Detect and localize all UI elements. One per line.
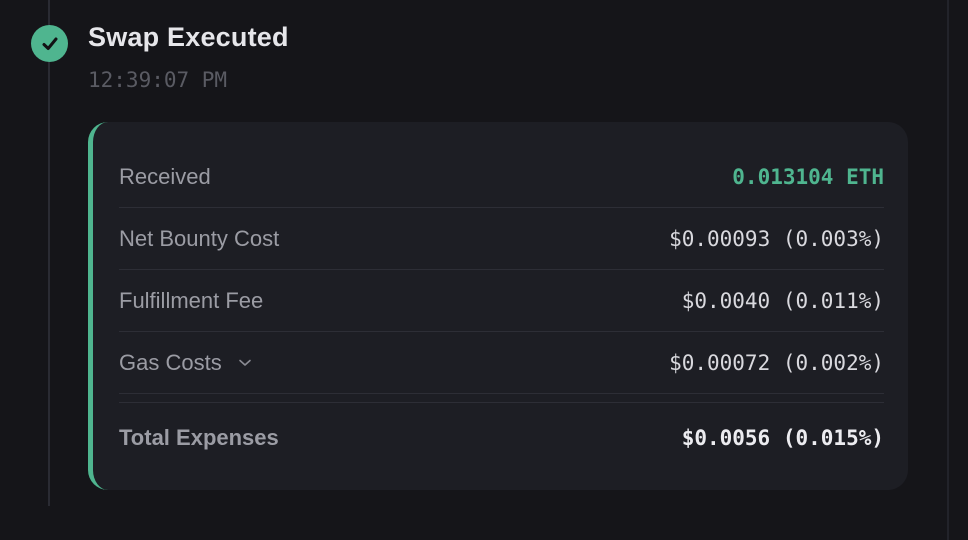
- net-bounty-cost-value: $0.00093 (0.003%): [669, 226, 884, 251]
- timeline-line: [48, 0, 50, 506]
- gas-costs-value: $0.00072 (0.002%): [669, 350, 884, 375]
- swap-details-card: Received 0.013104 ETH Net Bounty Cost $0…: [88, 122, 908, 490]
- total-expenses-row: Total Expenses $0.0056 (0.015%): [119, 406, 884, 470]
- net-bounty-cost-row: Net Bounty Cost $0.00093 (0.003%): [119, 208, 884, 270]
- panel-divider: [947, 0, 949, 540]
- total-expenses-value: $0.0056 (0.015%): [681, 426, 884, 450]
- fulfillment-fee-row: Fulfillment Fee $0.0040 (0.011%): [119, 270, 884, 332]
- fulfillment-fee-label: Fulfillment Fee: [119, 287, 264, 313]
- event-timestamp: 12:39:07 PM: [88, 68, 228, 92]
- net-bounty-cost-label: Net Bounty Cost: [119, 225, 280, 251]
- received-value: 0.013104 ETH: [732, 164, 884, 189]
- total-expenses-label: Total Expenses: [119, 425, 279, 450]
- total-divider: [119, 402, 884, 403]
- chevron-down-glyph: [238, 359, 251, 366]
- received-row: Received 0.013104 ETH: [119, 146, 884, 208]
- gas-costs-label: Gas Costs: [119, 349, 222, 375]
- fulfillment-fee-value: $0.0040 (0.011%): [681, 288, 884, 313]
- event-title: Swap Executed: [88, 22, 289, 52]
- gas-costs-row[interactable]: Gas Costs $0.00072 (0.002%): [119, 332, 884, 394]
- received-label: Received: [119, 163, 211, 189]
- chevron-down-icon[interactable]: [238, 358, 252, 368]
- gas-costs-toggle[interactable]: Gas Costs: [119, 350, 252, 376]
- check-icon: [31, 25, 68, 62]
- check-icon-glyph: [42, 37, 57, 50]
